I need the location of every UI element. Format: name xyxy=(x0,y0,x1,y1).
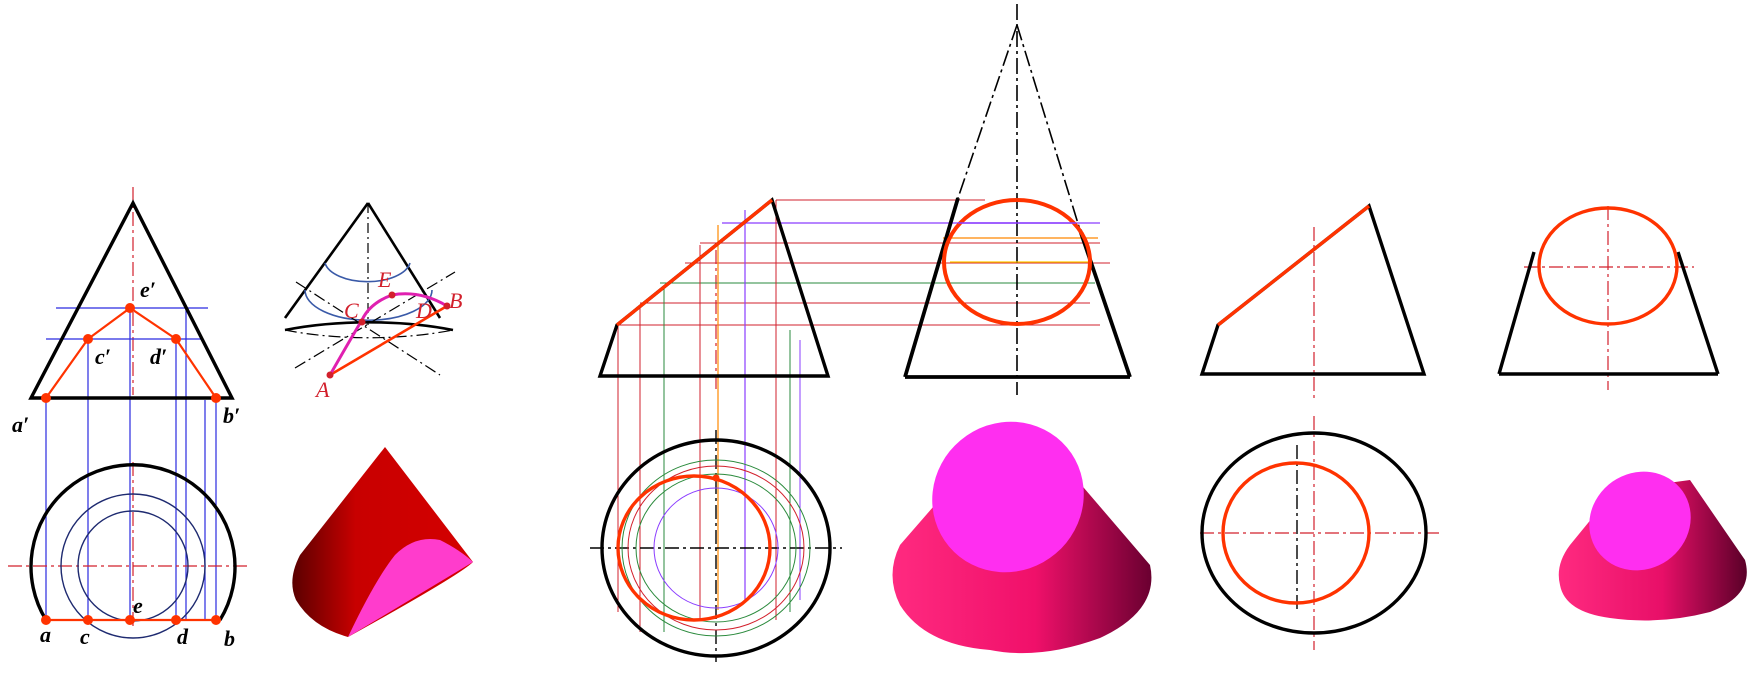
section-line xyxy=(615,198,774,327)
truncated-outline xyxy=(1199,203,1427,376)
solid-elliptic-section xyxy=(892,421,1152,654)
front-view-1: a′ b′ c′ d′ e′ xyxy=(12,187,240,620)
label-b: b xyxy=(224,626,235,651)
label-d: d xyxy=(177,624,189,649)
section-ellipse xyxy=(616,474,772,622)
projection-lines-vertical xyxy=(617,200,801,632)
label-c-prime: c′ xyxy=(95,344,111,369)
label-e: e xyxy=(133,593,143,618)
label-C: C xyxy=(344,298,359,323)
section-ellipse xyxy=(1221,461,1371,605)
section-line xyxy=(1216,204,1371,327)
label-a-prime: a′ xyxy=(12,412,29,437)
front-view-5 xyxy=(1199,203,1427,400)
projection-lines-horizontal xyxy=(618,199,1110,326)
solid-frustum-section xyxy=(1558,471,1747,621)
solid-hyperbolic-section xyxy=(292,447,473,637)
label-e-prime: e′ xyxy=(140,277,156,302)
section-face xyxy=(348,539,473,637)
label-b-prime: b′ xyxy=(223,403,240,428)
label-c: c xyxy=(80,624,90,649)
inner-circle-outer xyxy=(60,493,206,639)
oblique-cone: A B C D E xyxy=(283,202,462,402)
top-view-3 xyxy=(590,430,842,662)
label-B: B xyxy=(449,288,462,313)
label-a: a xyxy=(40,622,51,647)
label-d-prime: d′ xyxy=(150,344,167,369)
front-view-4 xyxy=(903,4,1132,395)
label-D: D xyxy=(415,298,432,323)
top-view-5 xyxy=(1200,416,1440,650)
section-line-AB xyxy=(329,304,448,377)
section-face xyxy=(1589,471,1691,571)
truncated-outline xyxy=(597,197,831,378)
section-ellipse xyxy=(1537,206,1679,326)
front-view-3 xyxy=(597,197,1110,632)
label-A: A xyxy=(314,377,330,402)
top-view-1: a c e d b xyxy=(8,462,250,651)
section-curve xyxy=(328,292,448,376)
cone-outline xyxy=(28,199,235,400)
label-E: E xyxy=(377,267,392,292)
section-ellipse xyxy=(942,198,1092,326)
front-view-6 xyxy=(1497,206,1720,390)
base-circle xyxy=(600,438,832,658)
base-circle xyxy=(29,463,237,621)
base-circle xyxy=(1200,431,1428,635)
cone-base-ellipse xyxy=(284,320,454,332)
section-face xyxy=(932,421,1084,573)
